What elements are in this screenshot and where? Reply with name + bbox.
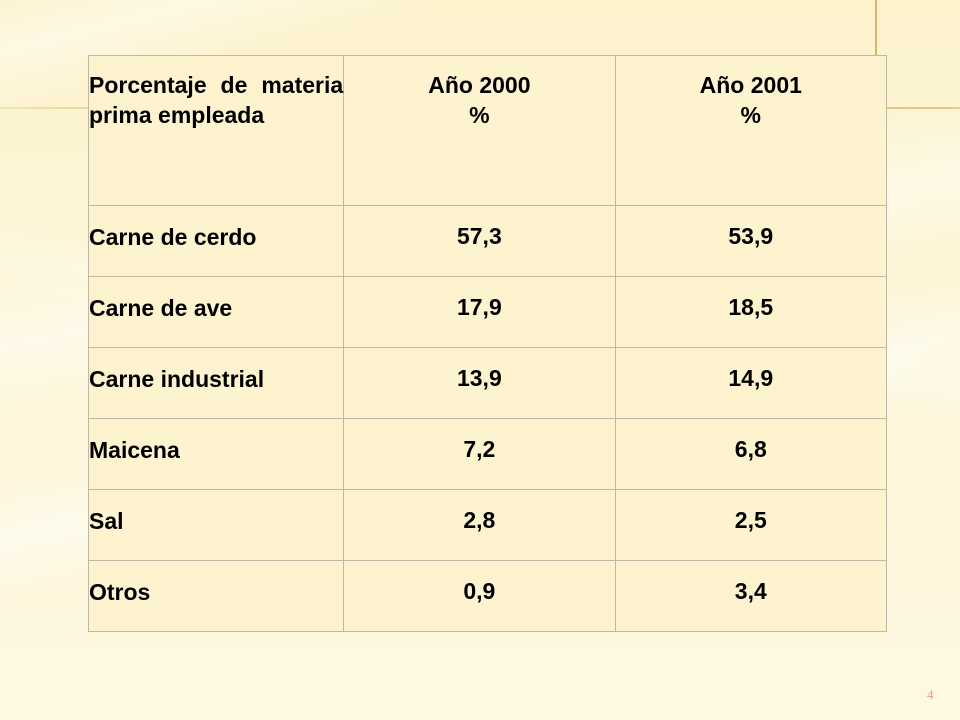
raw-material-table: Porcentaje de materia prima empleada Año…	[87, 55, 888, 632]
table-row: Maicena 7,2 6,8	[87, 418, 888, 490]
row-category: Carne de cerdo	[87, 205, 345, 277]
row-value-2001: 2,5	[614, 489, 888, 561]
header-unit: %	[469, 102, 490, 128]
row-value-2001: 6,8	[614, 418, 888, 490]
table-row: Carne de ave 17,9 18,5	[87, 276, 888, 348]
row-category: Maicena	[87, 418, 345, 490]
row-category: Carne de ave	[87, 276, 345, 348]
header-unit: %	[740, 102, 761, 128]
row-value-2001: 18,5	[614, 276, 888, 348]
row-value-2001: 14,9	[614, 347, 888, 419]
row-value-2001: 3,4	[614, 560, 888, 632]
page-number: 4	[927, 687, 934, 702]
header-year-2001: Año 2001%	[614, 55, 888, 206]
row-value-2000: 17,9	[343, 276, 616, 348]
table-header-row: Porcentaje de materia prima empleada Año…	[87, 55, 888, 206]
row-value-2000: 0,9	[343, 560, 616, 632]
table-row: Sal 2,8 2,5	[87, 489, 888, 561]
row-value-2001: 53,9	[614, 205, 888, 277]
row-value-2000: 13,9	[343, 347, 616, 419]
row-category: Carne industrial	[87, 347, 345, 419]
row-value-2000: 7,2	[343, 418, 616, 490]
header-year-2000: Año 2000%	[343, 55, 616, 206]
table-row: Carne industrial 13,9 14,9	[87, 347, 888, 419]
header-year-2000-label: Año 2000	[428, 72, 531, 98]
row-category: Sal	[87, 489, 345, 561]
header-category: Porcentaje de materia prima empleada	[87, 55, 345, 206]
row-category: Otros	[87, 560, 345, 632]
header-year-2001-label: Año 2001	[699, 72, 802, 98]
row-value-2000: 2,8	[343, 489, 616, 561]
table-row: Otros 0,9 3,4	[87, 560, 888, 632]
row-value-2000: 57,3	[343, 205, 616, 277]
table-row: Carne de cerdo 57,3 53,9	[87, 205, 888, 277]
